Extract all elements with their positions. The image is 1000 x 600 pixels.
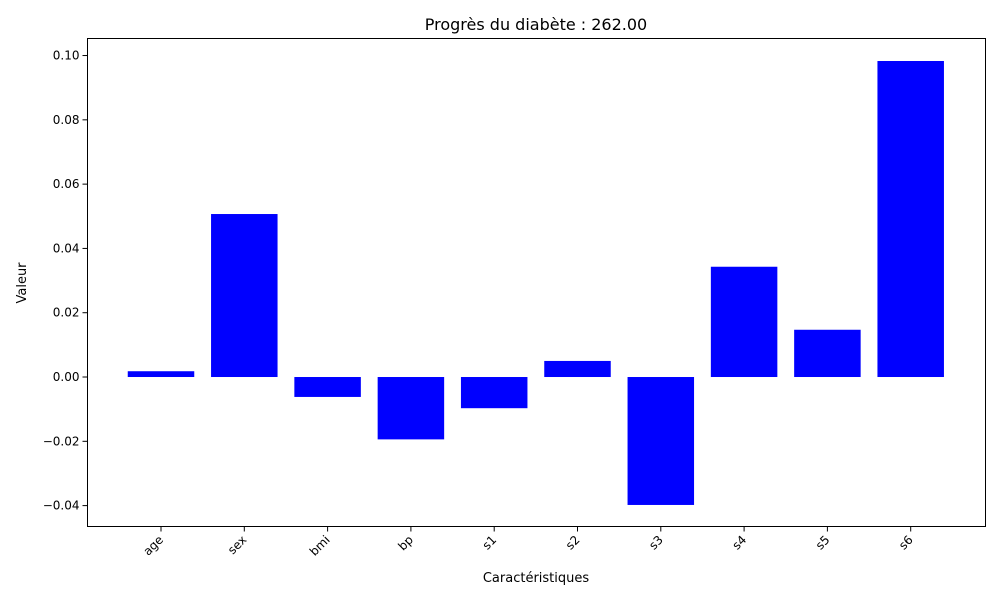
bar-bp [377,377,445,440]
bar-s6 [877,61,944,378]
y-tick-label: −0.04 [43,499,80,513]
x-tick-label-bp: bp [395,533,416,554]
x-tick-label-s5: s5 [813,533,833,553]
chart-title: Progrès du diabète : 262.00 [425,15,647,34]
bar-bmi [294,377,361,397]
y-tick-label: 0.10 [53,49,80,63]
y-tick-label: 0.08 [53,113,80,127]
y-tick-label: 0.04 [53,241,80,255]
y-tick-label: −0.02 [43,434,80,448]
bar-sex [211,214,278,378]
y-axis-label: Valeur [15,262,30,304]
x-tick-label-s6: s6 [896,533,916,553]
bar-s5 [794,329,861,378]
y-tick-label: 0.00 [53,370,80,384]
x-tick-label-age: age [140,533,166,559]
y-tick-label: 0.06 [53,177,80,191]
plot-frame [87,38,986,527]
x-tick-label-s3: s3 [646,533,666,553]
x-tick-label-s1: s1 [480,533,500,553]
bar-s2 [544,360,611,378]
x-tick-label-s4: s4 [729,533,749,553]
x-tick-label-sex: sex [225,533,249,557]
x-axis-label: Caractéristiques [483,571,590,586]
y-tick-label: 0.02 [53,306,80,320]
x-axis: age sex bmi bp s1 s2 s3 s4 s5 s6 [140,526,916,559]
x-tick-label-s2: s2 [563,533,583,553]
bar-s1 [460,377,528,409]
bar-s3 [627,377,695,505]
bar-age [127,371,195,378]
bars-group [127,61,944,505]
x-tick-label-bmi: bmi [307,533,333,559]
bar-s4 [710,266,778,378]
y-axis: −0.04 −0.02 0.00 0.02 0.04 0.06 0.08 0.10 [43,49,88,513]
